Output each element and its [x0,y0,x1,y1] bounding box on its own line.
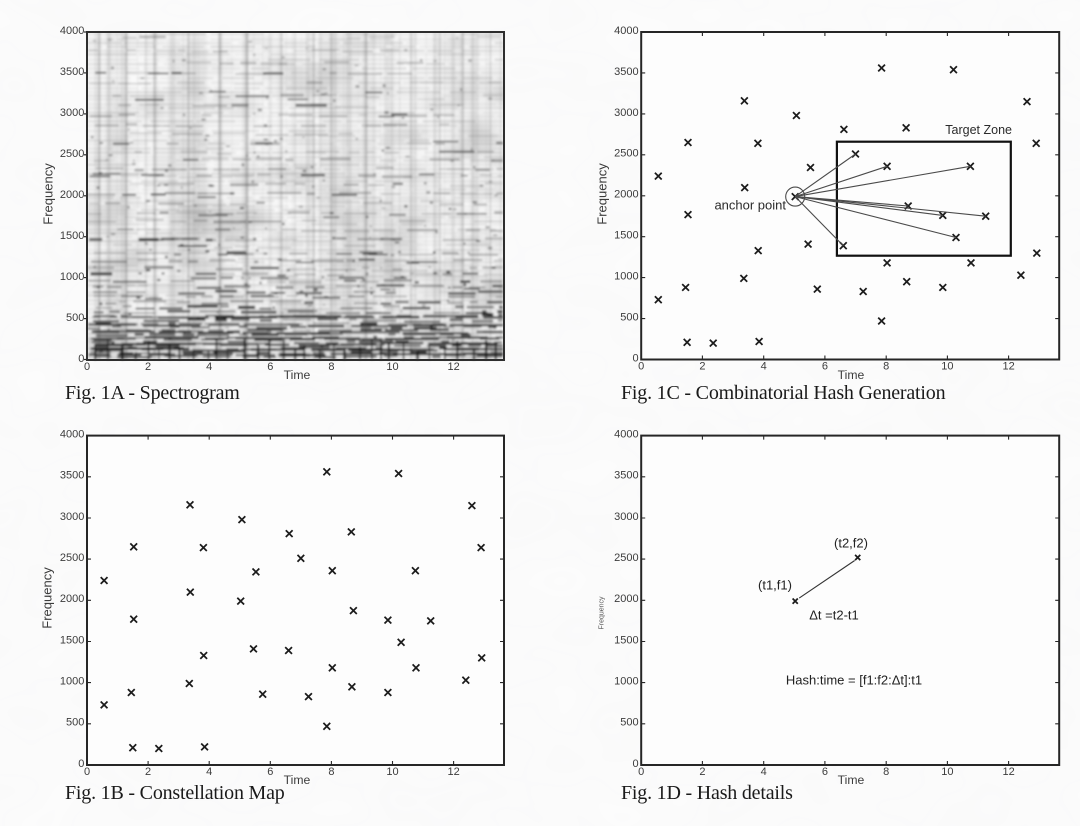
svg-text:6: 6 [822,766,828,778]
svg-text:3000: 3000 [614,107,638,119]
svg-text:2: 2 [699,361,705,373]
svg-text:2: 2 [145,361,151,373]
svg-text:3000: 3000 [614,511,638,523]
svg-text:1000: 1000 [60,271,84,283]
svg-text:8: 8 [883,766,889,778]
svg-text:500: 500 [620,312,638,324]
svg-text:500: 500 [620,717,638,729]
svg-text:2500: 2500 [60,148,84,160]
svg-text:1500: 1500 [60,634,84,646]
svg-text:1500: 1500 [60,230,84,242]
svg-text:4000: 4000 [60,429,84,441]
svg-text:2: 2 [145,766,151,778]
svg-text:8: 8 [328,766,334,778]
svg-text:12: 12 [1002,766,1014,778]
svg-text:0: 0 [638,766,644,778]
svg-text:10: 10 [386,766,398,778]
svg-text:3500: 3500 [60,470,84,482]
svg-text:4000: 4000 [60,25,84,37]
svg-text:12: 12 [447,361,459,373]
svg-text:10: 10 [386,361,398,373]
svg-text:1000: 1000 [614,676,638,688]
svg-text:0: 0 [78,353,84,365]
svg-text:3000: 3000 [60,511,84,523]
svg-text:8: 8 [328,361,334,373]
svg-text:10: 10 [941,361,953,373]
svg-text:4000: 4000 [614,429,638,441]
svg-text:4: 4 [761,766,767,778]
svg-text:2000: 2000 [60,189,84,201]
svg-text:500: 500 [66,312,84,324]
svg-text:10: 10 [941,766,953,778]
svg-text:2000: 2000 [614,593,638,605]
svg-text:6: 6 [822,361,828,373]
svg-text:1000: 1000 [60,676,84,688]
svg-text:0: 0 [78,758,84,770]
svg-text:0: 0 [84,361,90,373]
svg-text:4: 4 [761,361,767,373]
svg-text:4000: 4000 [614,25,638,37]
svg-text:0: 0 [638,361,644,373]
svg-text:4: 4 [206,766,212,778]
svg-text:1000: 1000 [614,271,638,283]
svg-text:6: 6 [267,766,273,778]
svg-text:2000: 2000 [614,189,638,201]
svg-text:8: 8 [883,361,889,373]
svg-text:0: 0 [632,758,638,770]
svg-text:0: 0 [632,352,638,364]
svg-text:3500: 3500 [614,66,638,78]
svg-text:0: 0 [84,766,90,778]
svg-text:6: 6 [267,361,273,373]
svg-text:1500: 1500 [614,634,638,646]
svg-text:3500: 3500 [614,470,638,482]
svg-text:4: 4 [206,361,212,373]
svg-text:2500: 2500 [614,552,638,564]
svg-text:12: 12 [1002,361,1014,373]
svg-text:3500: 3500 [60,66,84,78]
svg-text:2000: 2000 [60,593,84,605]
svg-text:12: 12 [447,766,459,778]
svg-text:1500: 1500 [614,230,638,242]
svg-text:2500: 2500 [614,148,638,160]
svg-text:3000: 3000 [60,107,84,119]
svg-text:2: 2 [699,766,705,778]
svg-text:2500: 2500 [60,552,84,564]
svg-text:500: 500 [66,717,84,729]
